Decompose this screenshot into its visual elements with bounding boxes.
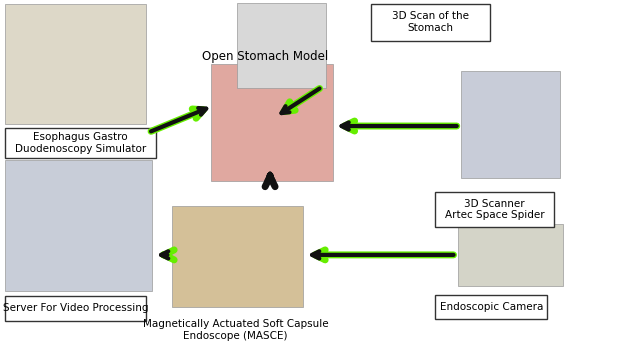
Bar xyxy=(435,295,547,319)
Bar xyxy=(211,64,333,181)
Bar xyxy=(5,4,146,124)
Text: 3D Scanner
Artec Space Spider: 3D Scanner Artec Space Spider xyxy=(445,199,544,220)
Bar xyxy=(371,4,490,41)
Bar xyxy=(435,192,554,227)
Bar xyxy=(172,206,303,307)
Text: Server For Video Processing: Server For Video Processing xyxy=(3,304,148,313)
Text: Endoscopic Camera: Endoscopic Camera xyxy=(440,302,543,312)
Text: 3D Scan of the
Stomach: 3D Scan of the Stomach xyxy=(392,11,469,33)
Bar xyxy=(5,128,156,158)
Bar xyxy=(237,3,326,88)
Bar xyxy=(5,296,146,321)
Text: Esophagus Gastro
Duodenoscopy Simulator: Esophagus Gastro Duodenoscopy Simulator xyxy=(15,132,146,154)
Bar xyxy=(5,160,152,291)
Bar xyxy=(461,71,560,178)
Text: Open Stomach Model: Open Stomach Model xyxy=(202,50,329,62)
Bar xyxy=(458,224,563,286)
Text: Magnetically Actuated Soft Capsule
Endoscope (MASCE): Magnetically Actuated Soft Capsule Endos… xyxy=(143,320,328,341)
